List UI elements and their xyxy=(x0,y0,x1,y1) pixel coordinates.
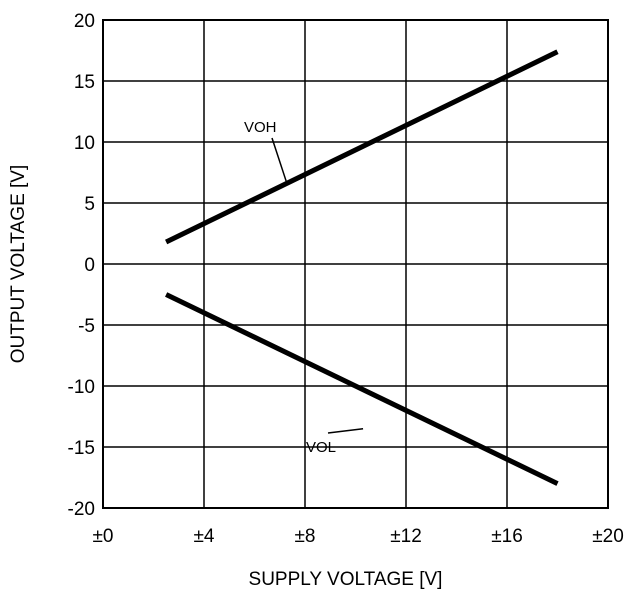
plot-frame xyxy=(102,19,609,509)
y-tick-label: -5 xyxy=(78,316,95,337)
y-tick-label: 5 xyxy=(84,194,95,215)
y-axis-ticks: 20 15 10 5 0 -5 -10 -15 -20 xyxy=(68,11,95,520)
series-label-leader-voh xyxy=(271,137,289,185)
x-tick-label: ±20 xyxy=(592,526,624,547)
x-axis-title: SUPPLY VOLTAGE [V] xyxy=(249,569,443,590)
grid xyxy=(102,19,609,509)
y-tick-label: 0 xyxy=(84,255,95,276)
series-label-leader-vol xyxy=(327,427,364,434)
y-tick-label: 15 xyxy=(74,72,95,93)
y-tick-label: -10 xyxy=(68,377,95,398)
x-tick-label: ±16 xyxy=(491,526,523,547)
series-label-voh: VOH xyxy=(244,119,277,136)
x-axis-ticks: ±0 ±4 ±8 ±12 ±16 ±20 xyxy=(93,526,624,547)
y-tick-label: 10 xyxy=(74,133,95,154)
y-tick-label: -20 xyxy=(68,499,95,520)
series-label-vol: VOL xyxy=(306,439,336,456)
y-axis-title: OUTPUT VOLTAGE [V] xyxy=(8,165,29,363)
y-tick-label: -15 xyxy=(68,438,95,459)
x-tick-label: ±4 xyxy=(194,526,215,547)
series-group: VOH VOL xyxy=(165,49,559,486)
series-line-vol xyxy=(165,292,559,486)
x-tick-label: ±8 xyxy=(295,526,316,547)
x-tick-label: ±0 xyxy=(93,526,114,547)
series-line-voh xyxy=(165,49,559,245)
y-tick-label: 20 xyxy=(74,11,95,32)
x-tick-label: ±12 xyxy=(390,526,422,547)
